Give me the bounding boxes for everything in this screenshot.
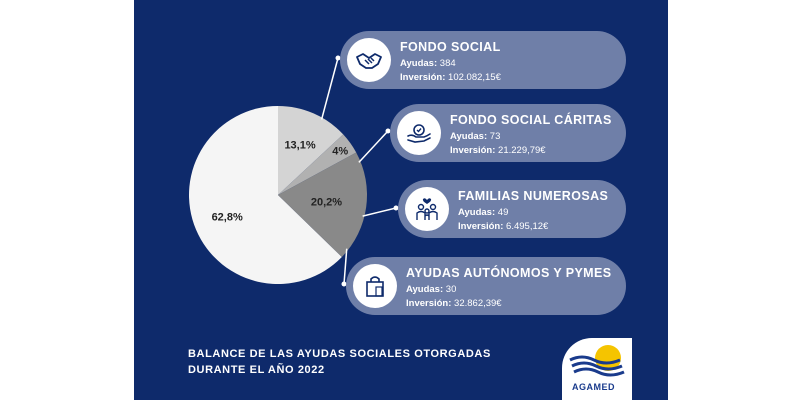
card-inversion: Inversión: 6.495,12€ [458, 221, 549, 232]
connector-dot [385, 128, 391, 134]
connector-dot [335, 55, 341, 61]
card-title: AYUDAS AUTÓNOMOS Y PYMES [406, 266, 612, 280]
footer-line-2: DURANTE EL AÑO 2022 [188, 364, 325, 376]
card-fondo-social-caritas: FONDO SOCIAL CÁRITAS Ayudas: 73 Inversió… [390, 104, 626, 162]
agamed-logo: AGAMED [562, 338, 632, 400]
connector-line [320, 57, 339, 120]
card-inversion: Inversión: 32.862,39€ [406, 298, 502, 309]
slice-familias-numerosas [278, 134, 357, 195]
infographic-panel: 62,8% 13,1% 4% 20,2% FONDO SOCIAL Ayudas: 3… [134, 0, 668, 400]
logo-mark-icon [569, 345, 625, 377]
card-ayudas: Ayudas: 73 [450, 131, 501, 142]
slice-fondo-social-caritas-label: 13,1% [284, 139, 315, 151]
card-title: FONDO SOCIAL [400, 40, 501, 54]
connector-line [362, 207, 397, 217]
connector-line [343, 248, 348, 285]
card-familias-numerosas: FAMILIAS NUMEROSAS Ayudas: 49 Inversión:… [398, 180, 626, 238]
footer-title: BALANCE DE LAS AYUDAS SOCIALES OTORGADAS… [188, 346, 491, 378]
pie-chart: 62,8% 13,1% 4% 20,2% [189, 55, 399, 287]
card-ayudas-autonomos-pymes: AYUDAS AUTÓNOMOS Y PYMES Ayudas: 30 Inve… [346, 257, 626, 315]
logo-text: AGAMED [572, 382, 615, 392]
slice-familias-numerosas-label: 4% [332, 145, 348, 157]
card-title: FAMILIAS NUMEROSAS [458, 189, 609, 203]
slice-ayudas-autonomos-pymes [278, 152, 367, 257]
family-icon [405, 187, 449, 231]
shopping-bag-icon [353, 264, 397, 308]
card-inversion: Inversión: 21.229,79€ [450, 145, 546, 156]
card-fondo-social: FONDO SOCIAL Ayudas: 384 Inversión: 102.… [340, 31, 626, 89]
card-ayudas: Ayudas: 30 [406, 284, 457, 295]
handshake-icon [347, 38, 391, 82]
card-inversion: Inversión: 102.082,15€ [400, 72, 501, 83]
footer-line-1: BALANCE DE LAS AYUDAS SOCIALES OTORGADAS [188, 348, 491, 360]
card-ayudas: Ayudas: 49 [458, 207, 509, 218]
connector-dot [393, 205, 399, 211]
card-title: FONDO SOCIAL CÁRITAS [450, 113, 612, 127]
slice-fondo-social-label: 62,8% [212, 211, 243, 223]
slice-fondo-social-caritas [278, 106, 344, 195]
connector-dot [341, 281, 347, 287]
hand-heart-icon [397, 111, 441, 155]
slice-ayudas-autonomos-pymes-label: 20,2% [311, 197, 342, 209]
card-ayudas: Ayudas: 384 [400, 58, 456, 69]
slice-fondo-social [189, 106, 342, 284]
connector-line [358, 130, 389, 163]
